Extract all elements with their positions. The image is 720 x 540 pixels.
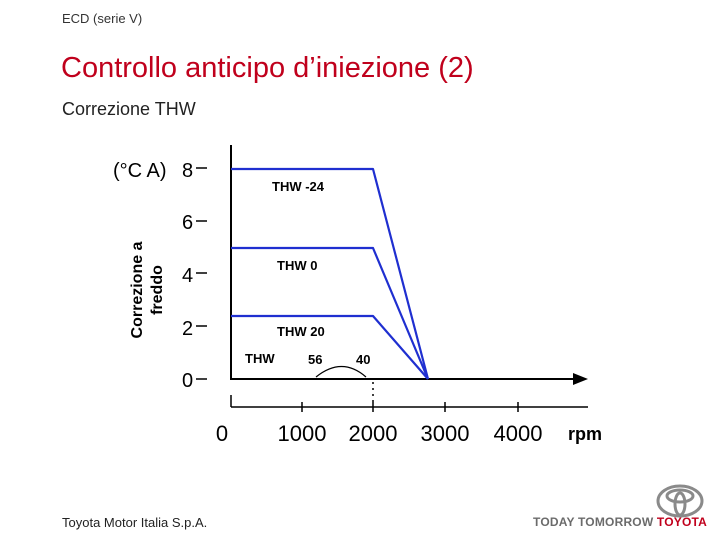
toyota-logo xyxy=(656,484,704,518)
curve-label: THW 20 xyxy=(277,324,325,339)
x-unit-label: rpm xyxy=(568,424,602,444)
curve-thw-20 xyxy=(231,314,429,380)
x-tick-label: 4000 xyxy=(494,421,543,446)
header-tag: ECD (serie V) xyxy=(62,11,143,26)
x-tick-label: 2000 xyxy=(349,421,398,446)
y-tick-label: 4 xyxy=(182,265,193,287)
y-tick-label: 0 xyxy=(182,370,193,392)
slogan-text: TODAY TOMORROW xyxy=(533,515,654,529)
x-tick-label: 0 xyxy=(216,421,228,446)
y-axis-title-line2: freddo xyxy=(149,265,166,315)
x-tick-label: 1000 xyxy=(278,421,327,446)
y-tick-label: 6 xyxy=(182,212,193,234)
range-hump xyxy=(315,365,367,378)
footer-slogan: TODAY TOMORROW TOYOTA xyxy=(533,515,707,529)
page-subtitle: Correzione THW xyxy=(62,99,196,119)
brand-text: TOYOTA xyxy=(656,515,708,529)
range-low-label: 56 xyxy=(308,352,322,367)
range-label: THW xyxy=(245,351,275,366)
y-tick-label: 8 xyxy=(182,160,193,182)
y-unit-label: (°C A) xyxy=(113,160,167,182)
thw-correction-diagram: (°C A) Correzione a freddo 8 6 4 2 0 xyxy=(113,145,602,446)
curve-label: THW 0 xyxy=(277,258,317,273)
x-tick-label: 3000 xyxy=(421,421,470,446)
curve-thw-minus24 xyxy=(231,167,430,380)
curve-thw-0 xyxy=(231,246,430,380)
footer-company: Toyota Motor Italia S.p.A. xyxy=(62,515,208,530)
curve-label: THW -24 xyxy=(272,179,325,194)
page-title: Controllo anticipo d’iniezione (2) xyxy=(61,52,474,84)
y-tick-label: 2 xyxy=(182,318,193,340)
range-high-label: 40 xyxy=(356,352,370,367)
y-axis-title-line1: Correzione a xyxy=(129,241,146,338)
x-axis-arrow xyxy=(573,373,588,385)
